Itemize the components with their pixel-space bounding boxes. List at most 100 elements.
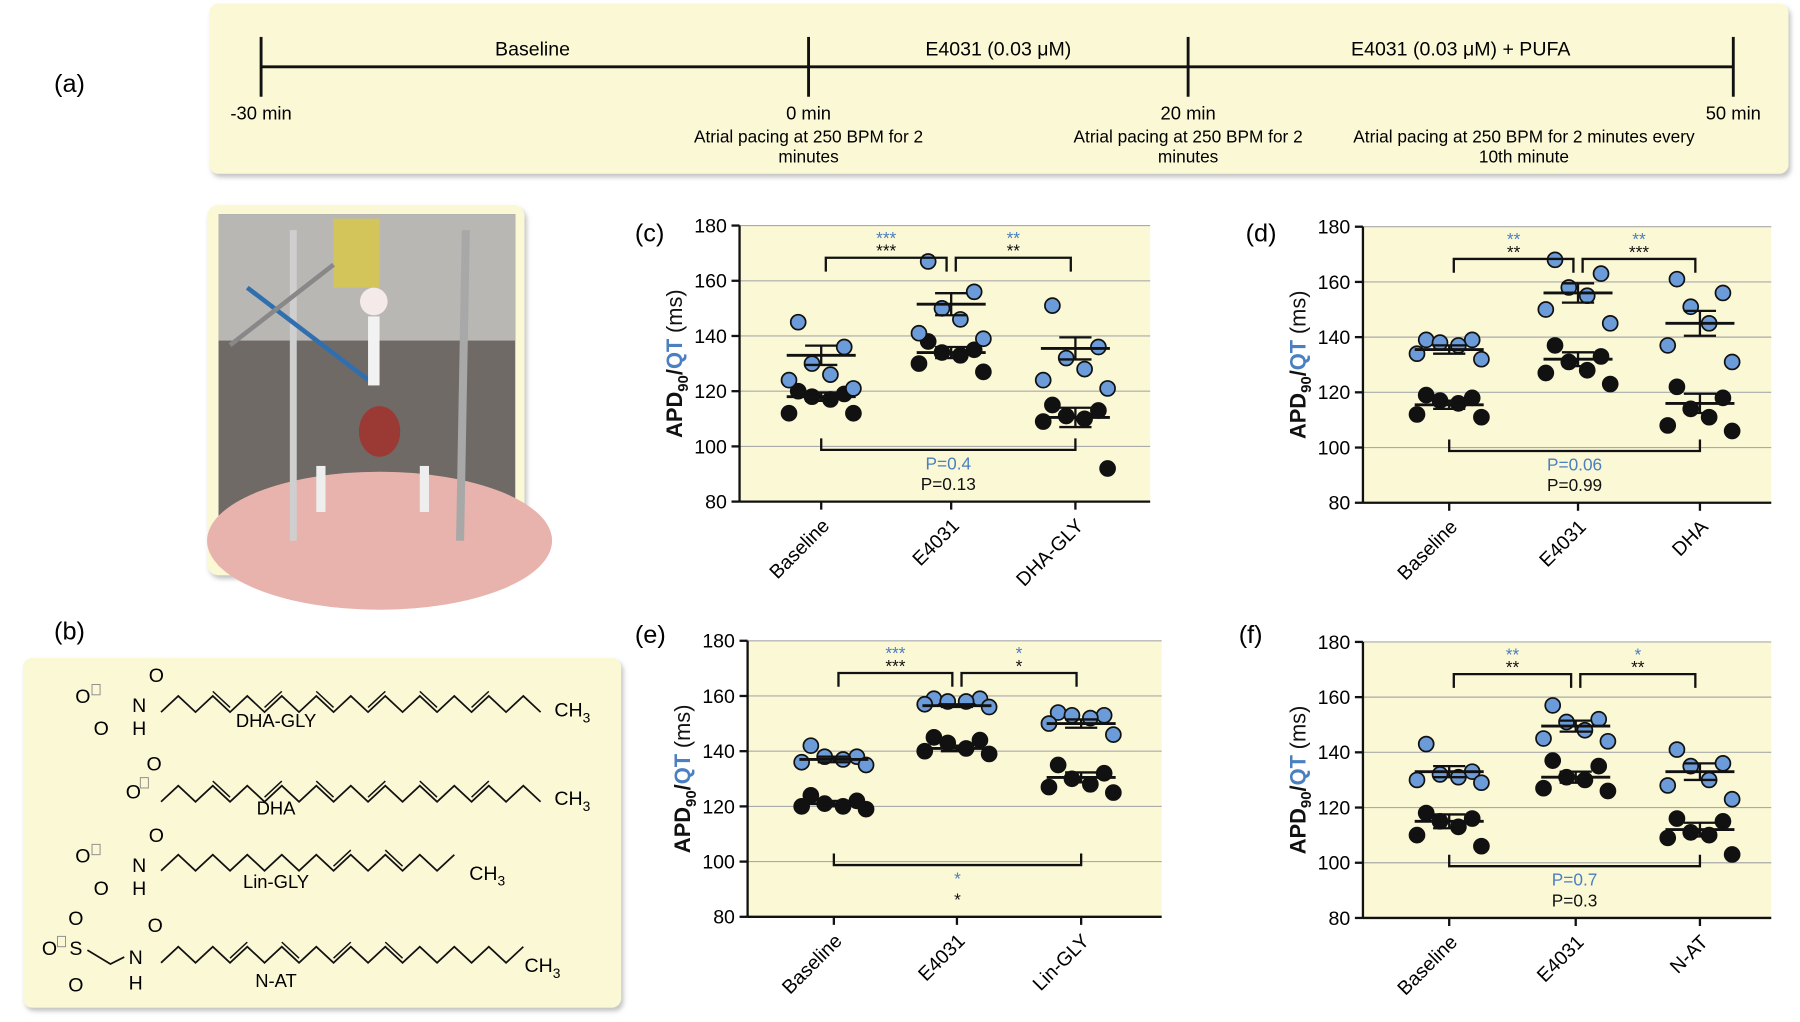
methyl-sub: 3	[583, 799, 591, 814]
data-point	[1714, 284, 1732, 302]
data-point	[1463, 331, 1481, 349]
data-point	[1049, 756, 1067, 774]
overall-bracket	[832, 853, 1083, 867]
data-point	[1659, 337, 1677, 354]
y-label-part: /	[1285, 785, 1310, 791]
sig-bracket	[837, 671, 954, 687]
data-point	[1601, 375, 1619, 393]
photo	[207, 204, 553, 610]
data-point	[1082, 709, 1099, 727]
carbon-chain	[160, 694, 542, 714]
methyl-label: CH3	[469, 863, 505, 889]
sig-bracket	[1579, 672, 1697, 688]
y-tick-label: 140	[1318, 742, 1351, 764]
data-point	[1723, 353, 1741, 371]
sig-bracket	[954, 256, 1072, 272]
y-tick-label: 160	[1318, 272, 1351, 294]
panel-label: (b)	[54, 618, 85, 646]
y-label-part: QT	[1285, 339, 1310, 370]
pacing-note: minutes	[778, 146, 838, 166]
sig-bracket	[1452, 257, 1575, 273]
sig-bracket	[960, 671, 1078, 687]
atom-label: O	[149, 825, 164, 847]
data-point	[1578, 287, 1596, 305]
atom-label: O	[149, 665, 164, 687]
y-tick-label: 180	[694, 215, 727, 237]
double-bond	[281, 941, 300, 959]
sig-qt: *	[1634, 644, 1641, 664]
data-point	[1668, 810, 1686, 827]
y-label-part: 90	[1298, 376, 1315, 393]
double-bond	[367, 690, 386, 709]
data-point	[845, 380, 862, 397]
atom-label: O	[94, 718, 109, 740]
y-label-part: APD	[670, 807, 695, 853]
structure-name: DHA	[257, 797, 297, 818]
methyl-ch: CH	[524, 955, 552, 977]
phase-label: E4031 (0.03 μM) + PUFA	[1351, 38, 1570, 60]
atom-label: O	[68, 975, 83, 997]
data-point	[780, 404, 798, 422]
data-point	[1537, 364, 1555, 382]
sig-apd: **	[1631, 657, 1645, 677]
y-tick-label: 180	[702, 631, 735, 653]
panel-label: (a)	[54, 70, 85, 98]
data-point	[1044, 297, 1061, 314]
phase-label: E4031 (0.03 μM)	[925, 38, 1071, 60]
data-point	[1408, 406, 1426, 423]
carbon-chain	[160, 945, 524, 964]
data-point	[793, 753, 810, 771]
y-tick-label: 80	[1329, 908, 1351, 930]
y-tick-label: 100	[694, 436, 727, 458]
charge-box	[57, 935, 67, 948]
x-tick-label: Baseline	[1393, 931, 1462, 1000]
methyl-sub: 3	[553, 966, 561, 981]
y-label-part: (ms)	[1285, 706, 1310, 750]
overall-qt: P=0.06	[1547, 455, 1602, 475]
data-point	[1450, 818, 1467, 836]
x-tick-label: E4031	[914, 930, 970, 986]
structures-panel	[23, 658, 622, 1008]
sig-qt: ***	[876, 228, 896, 248]
double-bond	[315, 690, 335, 709]
sig-apd: **	[1007, 241, 1021, 261]
y-tick-label: 140	[702, 741, 735, 763]
charge-box	[91, 684, 101, 696]
data-point	[975, 330, 992, 348]
y-label-part: /	[1285, 370, 1310, 376]
double-bond	[367, 780, 386, 798]
y-label-part: 90	[683, 790, 700, 807]
data-point	[916, 742, 934, 760]
double-bond	[333, 941, 352, 959]
y-tick-label: 180	[1318, 632, 1351, 654]
x-tick-label: N-AT	[1666, 931, 1713, 978]
methyl-ch: CH	[554, 788, 582, 810]
y-label-part: APD	[662, 392, 687, 438]
atom-label: O	[68, 908, 83, 930]
data-point	[1601, 314, 1619, 332]
data-point	[1417, 735, 1435, 753]
data-point	[1592, 265, 1610, 282]
data-point	[789, 382, 807, 400]
data-point	[1544, 752, 1562, 769]
data-point	[789, 313, 807, 331]
structure-name: N-AT	[255, 970, 297, 991]
methyl-sub: 3	[583, 710, 591, 725]
data-point	[1057, 349, 1075, 367]
data-point	[822, 366, 839, 383]
y-tick-label: 120	[1318, 382, 1351, 404]
data-point	[1105, 726, 1122, 743]
y-axis-label: APD90/QT (ms)	[670, 704, 700, 853]
data-point	[1537, 301, 1555, 318]
atom-label: N	[129, 947, 143, 969]
phase-label: Baseline	[495, 38, 570, 60]
data-point	[1473, 837, 1490, 855]
data-point	[1095, 706, 1113, 724]
data-point	[1082, 775, 1099, 793]
atom-label: O	[75, 686, 90, 708]
timeline-panel	[209, 3, 1789, 174]
time-label: 0 min	[786, 103, 831, 124]
double-bond	[333, 849, 352, 867]
data-point	[1099, 460, 1116, 477]
atom-label: O	[126, 781, 141, 803]
